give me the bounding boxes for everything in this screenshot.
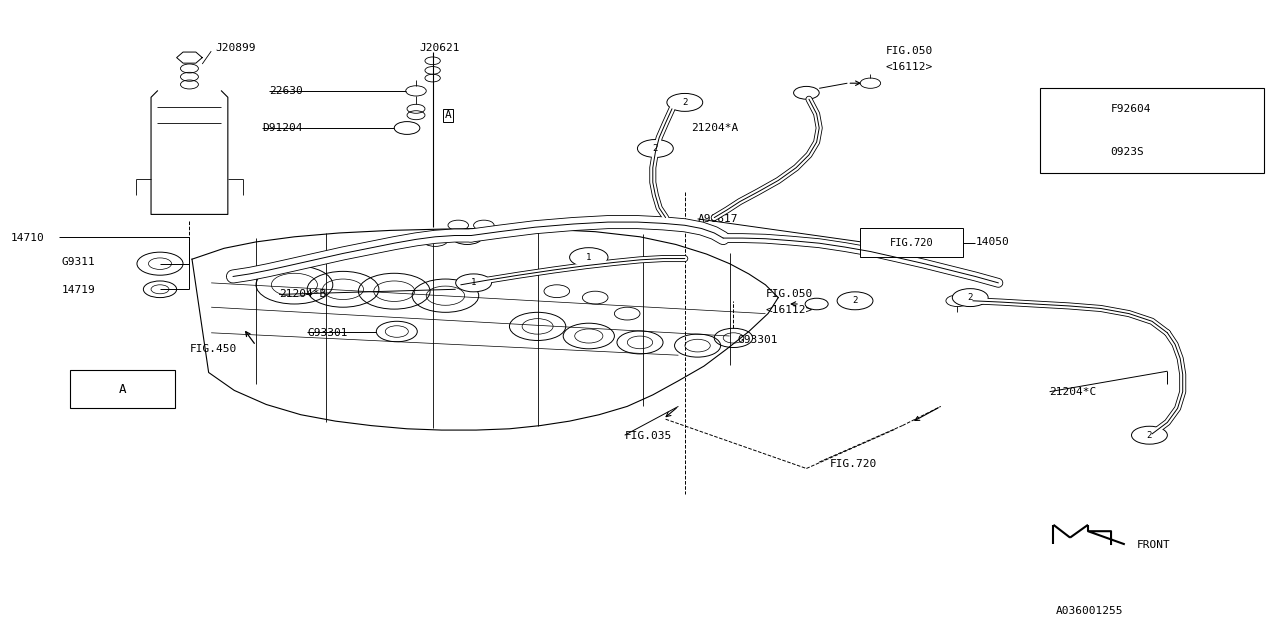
Circle shape — [1044, 99, 1085, 120]
FancyBboxPatch shape — [70, 370, 175, 408]
Circle shape — [952, 289, 988, 307]
Text: FIG.450: FIG.450 — [189, 344, 237, 354]
Text: 14710: 14710 — [10, 233, 44, 243]
Circle shape — [456, 274, 492, 292]
Text: 1: 1 — [471, 278, 476, 287]
Text: J20621: J20621 — [420, 43, 461, 53]
Text: 0923S: 0923S — [1111, 147, 1144, 157]
Text: 1: 1 — [586, 253, 591, 262]
Text: FIG.035: FIG.035 — [625, 431, 672, 442]
Text: 2: 2 — [1147, 431, 1152, 440]
Text: <16112>: <16112> — [886, 61, 933, 72]
Text: FIG.050: FIG.050 — [765, 289, 813, 300]
Circle shape — [860, 78, 881, 88]
Text: 2: 2 — [1062, 147, 1069, 156]
Text: D91204: D91204 — [262, 123, 303, 133]
Text: A036001255: A036001255 — [1056, 606, 1124, 616]
Text: A: A — [444, 110, 452, 120]
Circle shape — [667, 93, 703, 111]
Text: FIG.050: FIG.050 — [886, 46, 933, 56]
Text: 2: 2 — [653, 144, 658, 153]
Text: FIG.720: FIG.720 — [890, 237, 933, 248]
Text: J20899: J20899 — [215, 43, 256, 53]
Text: G93301: G93301 — [307, 328, 348, 338]
FancyBboxPatch shape — [1039, 88, 1265, 173]
Text: G93301: G93301 — [737, 335, 778, 346]
Text: G9311: G9311 — [61, 257, 95, 268]
Text: A90617: A90617 — [698, 214, 739, 224]
Circle shape — [1044, 141, 1085, 162]
Text: 2: 2 — [682, 98, 687, 107]
Text: FIG.720: FIG.720 — [829, 459, 877, 469]
Text: 21204*B: 21204*B — [279, 289, 326, 300]
FancyBboxPatch shape — [860, 228, 963, 257]
Text: 2: 2 — [852, 296, 858, 305]
Text: 2: 2 — [968, 293, 973, 302]
Circle shape — [570, 248, 608, 267]
Text: FRONT: FRONT — [1137, 540, 1170, 550]
Text: 14050: 14050 — [975, 237, 1009, 247]
Text: 22630: 22630 — [269, 86, 302, 96]
Text: <16112>: <16112> — [765, 305, 813, 316]
Text: 1: 1 — [1062, 105, 1069, 114]
Text: F92604: F92604 — [1111, 104, 1151, 115]
Text: A: A — [119, 383, 127, 396]
Circle shape — [837, 292, 873, 310]
Text: 14719: 14719 — [61, 285, 95, 295]
Text: 21204*A: 21204*A — [691, 123, 739, 133]
Circle shape — [637, 140, 673, 157]
Text: 21204*C: 21204*C — [1050, 387, 1097, 397]
Circle shape — [1132, 426, 1167, 444]
